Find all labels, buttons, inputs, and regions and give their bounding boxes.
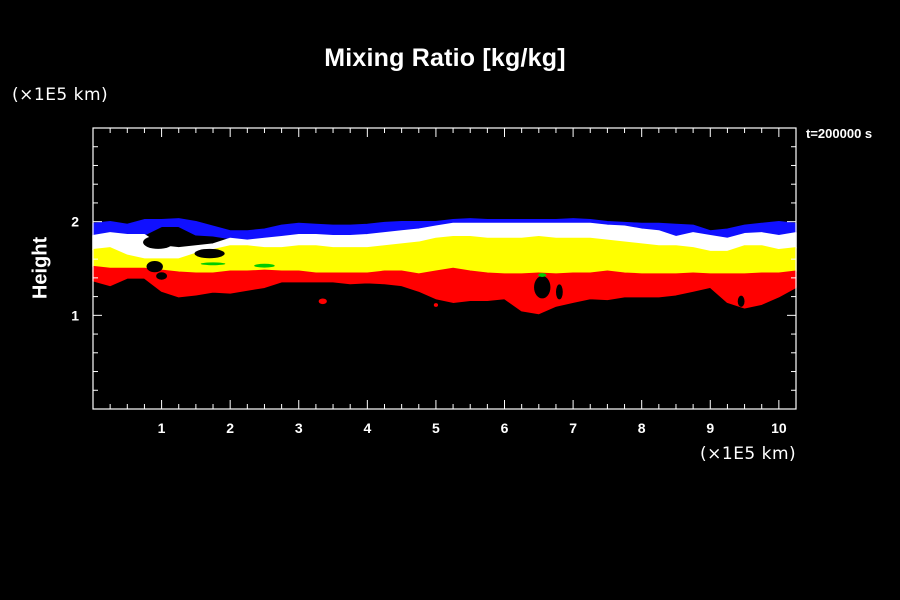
x-tick-label: 10 [771, 420, 787, 436]
texture-patch [538, 273, 547, 277]
chart-title: Mixing Ratio [kg/kg] [324, 44, 566, 72]
texture-patch [534, 276, 551, 299]
x-tick-label: 7 [569, 420, 577, 436]
texture-patch [200, 262, 226, 266]
x-axis-unit: (×1E5 km) [700, 444, 797, 464]
x-tick-label: 5 [432, 420, 440, 436]
texture-patch [143, 235, 174, 249]
texture-patch [194, 248, 225, 259]
texture-patch [318, 298, 327, 305]
texture-patch [254, 263, 275, 268]
texture-patch [146, 261, 163, 273]
x-tick-label: 1 [158, 420, 166, 436]
x-tick-label: 8 [638, 420, 646, 436]
x-tick-label: 4 [363, 420, 371, 436]
x-tick-label: 3 [295, 420, 303, 436]
y-tick-label: 2 [71, 214, 79, 230]
x-tick-label: 6 [501, 420, 509, 436]
y-axis-unit: (×1E5 km) [12, 85, 109, 105]
y-tick-label: 1 [71, 307, 79, 323]
band-lower [92, 265, 797, 315]
texture-patch [433, 303, 439, 307]
texture-patch [737, 295, 745, 307]
plot-frame [92, 127, 797, 410]
x-tick-label: 2 [226, 420, 234, 436]
texture-patch [555, 284, 563, 300]
x-tick-label: 9 [706, 420, 714, 436]
time-label: t=200000 s [806, 126, 873, 141]
texture-patch [156, 272, 168, 280]
